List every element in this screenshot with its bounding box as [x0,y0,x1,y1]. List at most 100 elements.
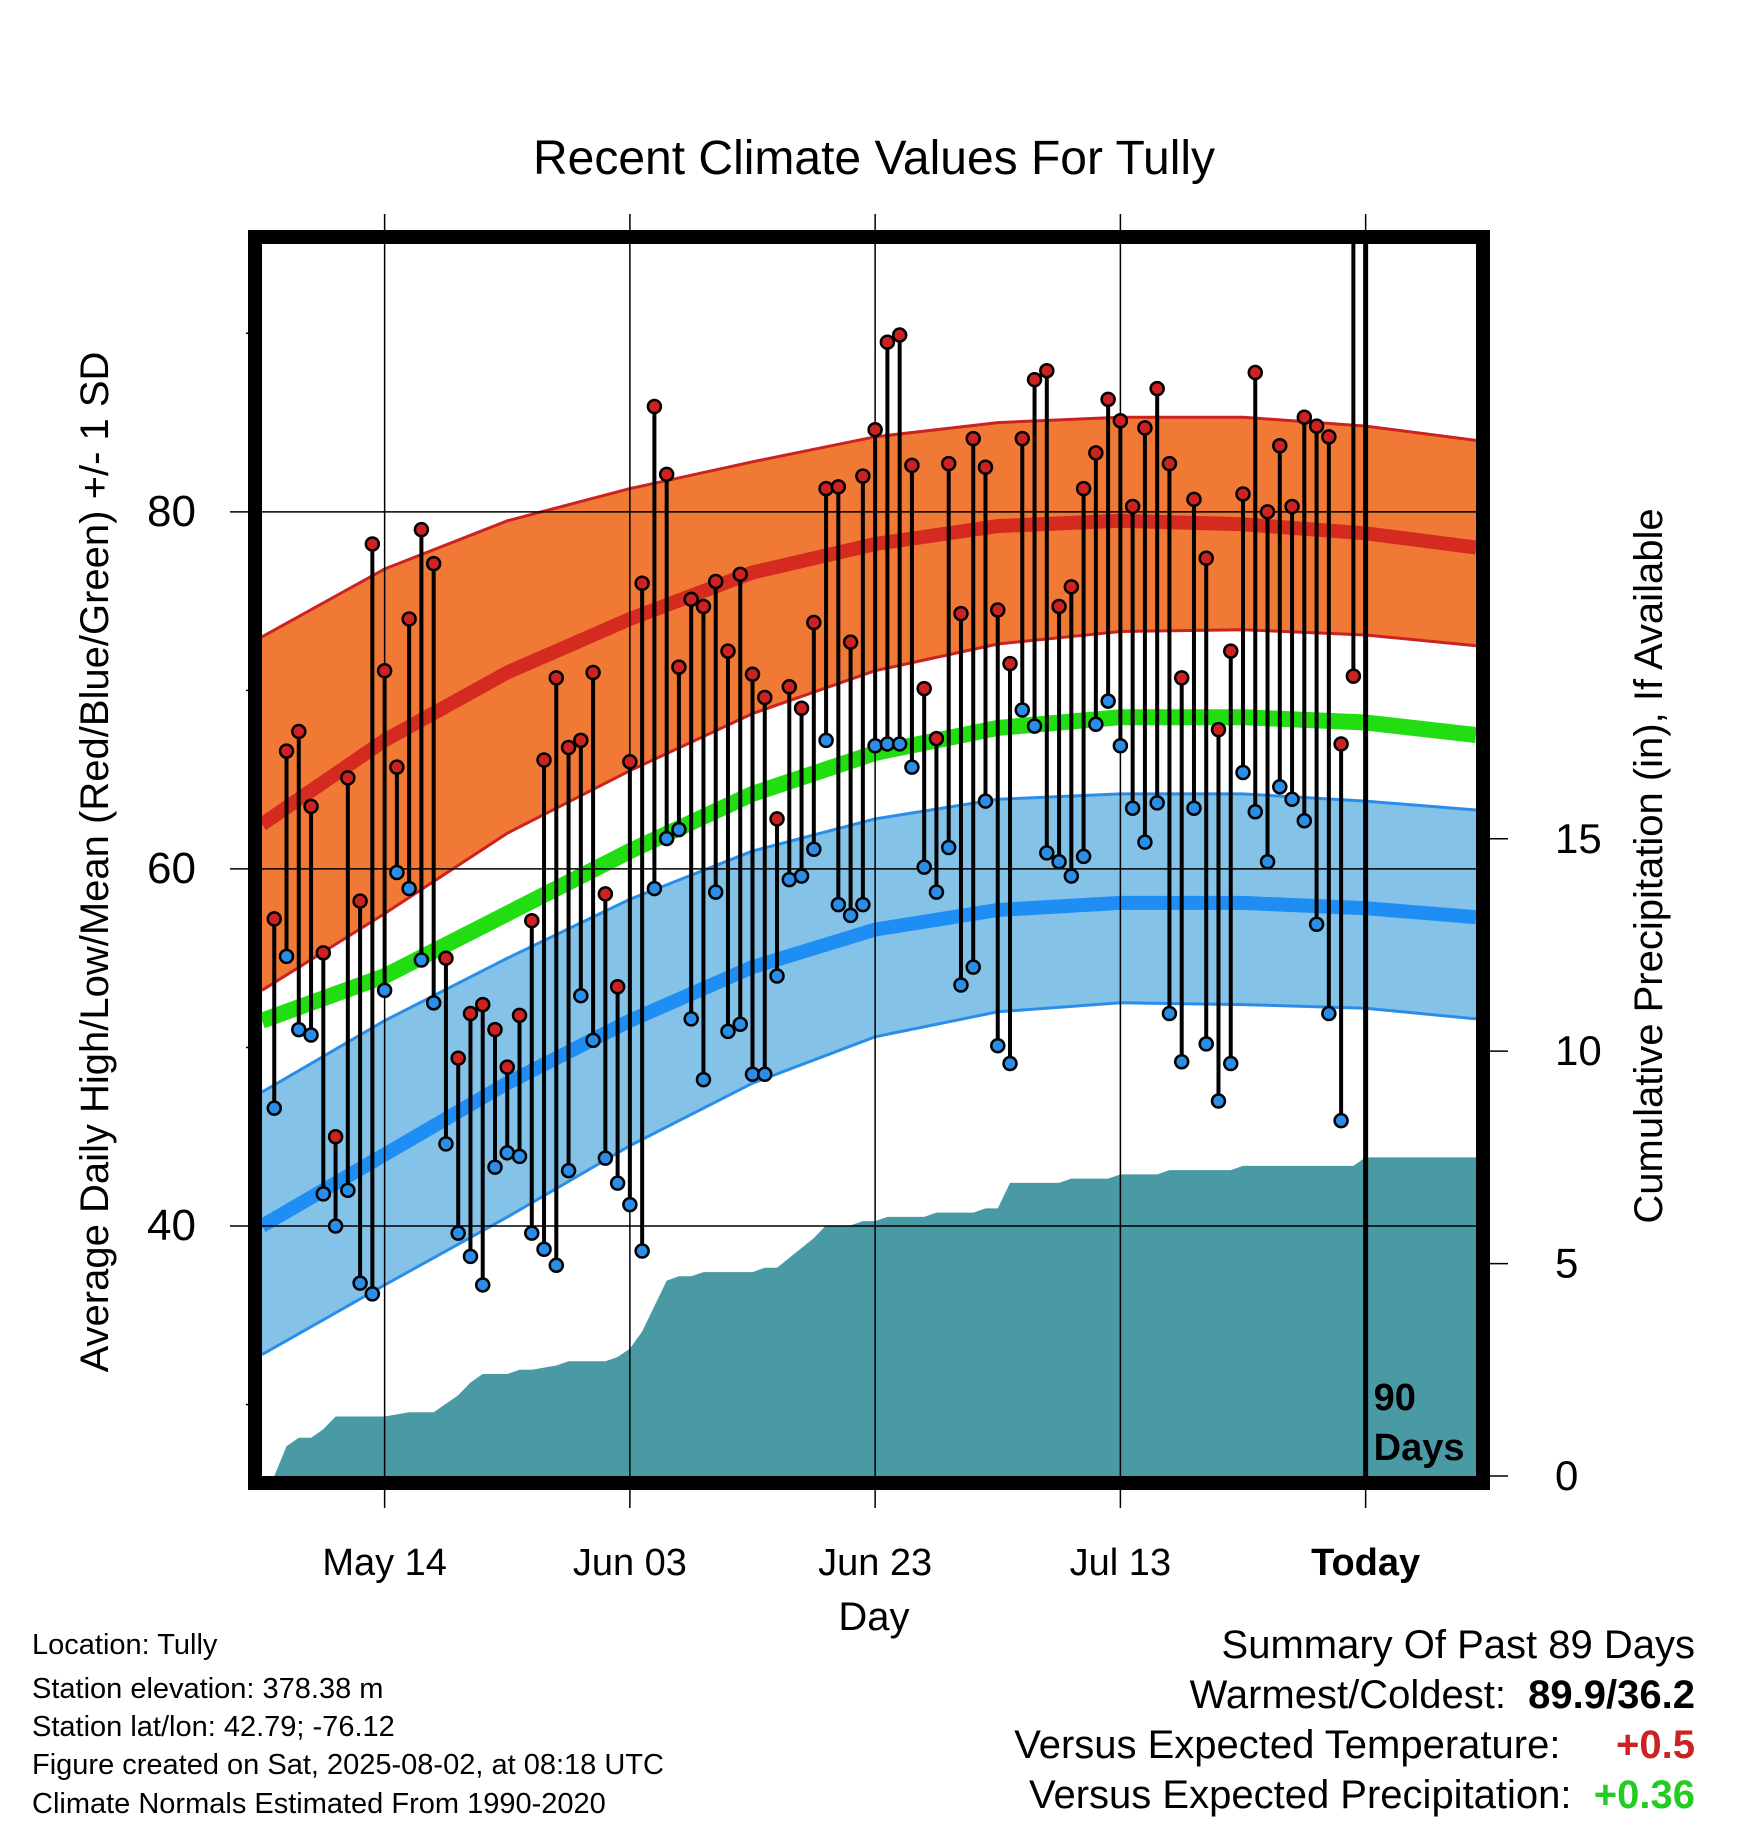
summary-heading-text: Summary Of Past 89 Days [1221,1623,1695,1667]
low-point [1026,718,1043,734]
high-point [1296,409,1313,425]
high-point [695,598,712,615]
high-point [487,1021,503,1038]
low-point [609,1175,626,1191]
high-point [1014,430,1031,447]
high-point [622,754,638,770]
low-point [487,1159,503,1175]
low-point [291,1021,307,1038]
high-point [781,679,798,695]
low-point [683,1011,699,1027]
y2-tick-label: 15 [1555,815,1602,862]
low-point [364,1286,381,1302]
high-point [352,893,368,909]
low-point [1149,795,1165,811]
high-point [855,468,871,484]
plot-area: 90 Days May 14 Jun 03 Jun 23 Jul 13 Today 40 60 8… [147,214,1602,1584]
high-point [867,421,883,438]
high-point [1063,579,1080,595]
high-point [928,730,945,747]
low-point [622,1196,638,1213]
low-point [1075,848,1092,865]
high-point [1002,655,1018,672]
high-point [511,1007,528,1024]
high-point [769,811,785,827]
low-point [1210,1093,1227,1109]
high-point [1198,550,1214,566]
high-point [524,912,540,929]
x-tick-label: May 14 [322,1542,447,1584]
high-point [671,659,687,675]
low-point [573,987,589,1004]
low-point [376,982,393,999]
high-point [965,430,981,447]
high-point [266,911,283,927]
low-point [1051,854,1067,870]
low-point [1137,834,1153,850]
high-sd-band [262,417,1476,991]
temp-value: +0.5 [1616,1723,1695,1767]
high-point [1259,504,1276,520]
y2-tick-label: 10 [1555,1027,1602,1074]
high-point [830,479,847,495]
high-point [757,689,773,706]
low-point [1259,854,1276,870]
low-point [1308,916,1325,933]
high-point [1247,364,1264,381]
low-point [425,995,442,1011]
high-point [1112,413,1129,429]
high-point [940,455,957,472]
today-marker-label: 90 [1374,1377,1416,1419]
summary-heading: Summary Of Past 89 Days [1222,1620,1695,1670]
high-point [278,743,295,759]
warm-cold-value: 89.9/36.2 [1528,1673,1695,1717]
low-point [450,1225,466,1241]
high-point [793,700,810,716]
summary-temperature: Versus Expected Temperature: +0.5 [1014,1720,1695,1770]
low-point [462,1248,479,1265]
x-tick-label: Jul 13 [1070,1542,1171,1584]
low-point [695,1071,712,1088]
info-latlon: Station lat/lon: 42.79; -76.12 [32,1711,395,1743]
high-point [389,759,405,775]
low-point [438,1136,454,1152]
high-point [1345,668,1362,684]
high-point [536,752,552,768]
low-point [1124,800,1141,816]
low-point [597,1150,614,1166]
high-point [1100,391,1116,408]
low-point [401,880,417,897]
low-point [928,884,945,900]
temp-label: Versus Expected Temperature: [1014,1723,1561,1767]
y2-tick-label: 0 [1555,1452,1578,1499]
low-point [904,759,920,775]
high-point [634,575,650,591]
high-point [953,605,969,622]
high-point [1173,670,1190,686]
high-point [413,521,430,538]
high-point [1235,486,1251,502]
low-point [1088,716,1104,733]
low-point [1014,702,1031,718]
low-point [732,1016,748,1033]
high-point [1308,418,1325,434]
low-point [634,1243,650,1259]
today-marker-label: Days [1374,1427,1465,1469]
high-point [720,643,736,659]
info-created: Figure created on Sat, 2025-08-02, at 08… [32,1749,664,1781]
high-point [1149,380,1165,397]
high-point [1137,420,1153,436]
low-point [867,737,883,754]
high-point [499,1059,516,1075]
low-point [658,830,675,847]
high-point [1222,643,1239,659]
y-tick-label: 40 [147,1201,196,1250]
high-point [462,1005,479,1022]
high-point [376,662,393,679]
low-point [1198,1036,1214,1052]
precip-label: Versus Expected Precipitation: [1029,1773,1572,1817]
low-point [793,868,810,884]
high-point [401,611,417,627]
low-point [707,884,724,900]
chart-title: Recent Climate Values For Tully [533,132,1215,185]
